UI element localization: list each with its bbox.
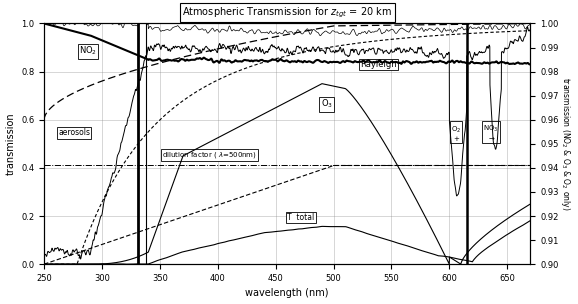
X-axis label: wavelength (nm): wavelength (nm) [246,288,329,299]
Y-axis label: transmission (NO$_2$ & O$_3$ & O$_2$ only): transmission (NO$_2$ & O$_3$ & O$_2$ onl… [560,77,572,211]
Text: O$_3$: O$_3$ [321,98,332,110]
Text: NO$_2$: NO$_2$ [79,45,97,57]
Text: Rayleigh: Rayleigh [360,60,397,69]
Text: dilution factor ( $\lambda$=500nm): dilution factor ( $\lambda$=500nm) [162,150,257,160]
Text: O$_2$
+: O$_2$ + [451,124,461,142]
Title: Atmospheric Transmission for $z_{tgt}$ = 20 km: Atmospheric Transmission for $z_{tgt}$ =… [182,5,392,20]
Y-axis label: transmission: transmission [6,112,16,175]
Text: T  total: T total [287,213,315,222]
Text: aerosols: aerosols [58,129,90,137]
Text: NO$_3$
$\rightarrow$: NO$_3$ $\rightarrow$ [483,124,499,142]
